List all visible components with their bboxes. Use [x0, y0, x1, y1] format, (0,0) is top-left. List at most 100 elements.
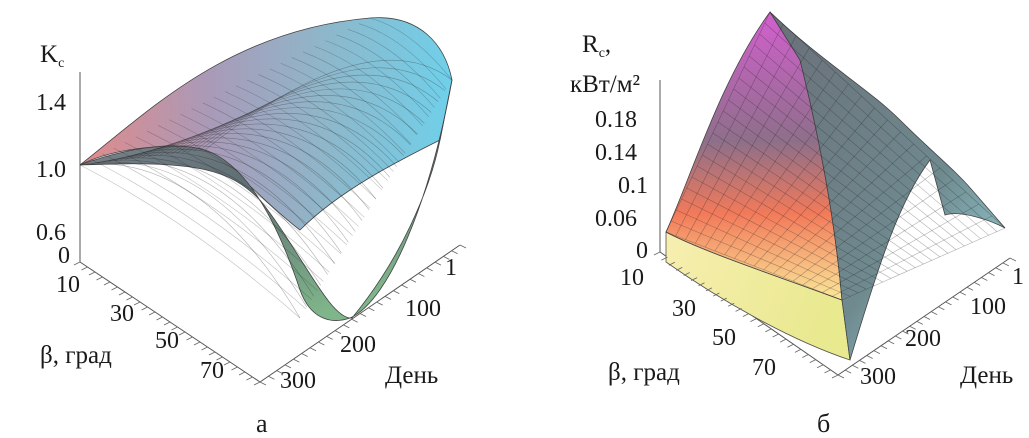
panel-a-x-tick-mark	[96, 276, 103, 281]
panel-a-z-ticks: 0 0.6 1.0 1.4	[36, 90, 70, 269]
panel-a-mesh-line	[169, 119, 347, 245]
panel-a-mesh-line	[79, 163, 301, 319]
panel-b-x-tick-mark	[779, 338, 787, 343]
panel-a-x-tick: 10	[56, 272, 80, 298]
panel-a-mesh-line	[91, 159, 307, 310]
panel-b-z-label: Rc,	[582, 31, 611, 61]
panel-a-mesh-line	[224, 91, 377, 200]
panel-a-mesh-line	[91, 159, 315, 297]
panel-a: 0 0.6 1.0 1.4 Kc 10 30 50 70 β, град 1 1…	[36, 17, 461, 438]
panel-b-x-tick: 10	[620, 265, 644, 291]
panel-b-mesh-line	[712, 132, 916, 268]
panel-b-mesh-line	[753, 119, 888, 267]
panel-a-y-label: День	[385, 362, 438, 389]
panel-b-y-tick-mark	[895, 335, 902, 340]
panel-b-x-tick-mark	[720, 297, 727, 302]
panel-b-x-tick: 30	[672, 296, 696, 322]
panel-b-mesh-line	[685, 35, 797, 240]
panel-b-surface-right	[769, 11, 1006, 361]
panel-b-mesh-line	[723, 110, 932, 261]
panel-a-x-tick-mark	[88, 271, 96, 276]
panel-a-x-label: β, град	[40, 342, 112, 369]
panel-a-mesh-line	[108, 151, 335, 265]
panel-a-y-tick: 1	[445, 255, 457, 281]
panel-a-x-tick-mark	[133, 301, 141, 306]
panel-a-y-tick-mark	[284, 364, 292, 369]
panel-b-y-tick-mark	[995, 267, 1002, 272]
panel-b-y-tick-mark	[859, 360, 866, 364]
panel-b-y-tick-mark	[945, 301, 952, 306]
panel-b-x-ticks: 10 30 50 70	[620, 265, 776, 381]
panel-a-x-tick-mark	[156, 316, 163, 321]
panel-a-mesh-line	[85, 161, 308, 308]
panel-a-mesh-line	[213, 96, 371, 209]
panel-b-mesh-line	[763, 131, 901, 270]
panel-b-y-tick: 200	[905, 326, 941, 352]
panel-b-y-tick-mark	[909, 325, 916, 330]
panel-a-surface-mesh	[79, 17, 453, 319]
panel-b-mesh-line	[749, 55, 973, 243]
panel-a-y-tick-mark	[334, 330, 342, 334]
panel-b-mesh-line	[695, 47, 810, 244]
panel-a-mesh-line	[202, 102, 365, 218]
panel-b-x-tick-mark	[742, 313, 750, 317]
panel-a-mesh-line	[153, 118, 391, 178]
panel-b-mesh-line	[832, 215, 993, 297]
panel-b-x-tick-mark	[668, 261, 676, 266]
panel-a-y-tick-mark	[393, 290, 400, 295]
panel-b-y-tick-mark	[959, 291, 967, 296]
panel-b-mesh-line	[773, 143, 914, 274]
panel-a-y-tick-mark	[434, 261, 442, 266]
panel-b-y-tick: 100	[970, 294, 1006, 320]
panel-b-mesh-line	[734, 95, 862, 259]
panel-b-z-unit: кВт/м²	[570, 71, 640, 98]
panel-a-mesh-line	[96, 157, 321, 286]
panel-b-y-tick-mark	[844, 369, 852, 374]
panel-b-mesh-line	[792, 167, 940, 282]
panel-b: 0 0.06 0.1 0.14 0.18 Rc, кВт/м² 10 30 50…	[570, 11, 1024, 438]
panel-a-y-tick-mark	[376, 301, 383, 306]
panel-a-mesh-line	[258, 74, 394, 172]
panel-a-mesh-line	[146, 130, 336, 264]
panel-a-z-tick: 1.0	[36, 157, 66, 183]
panel-a-mesh-line	[236, 85, 383, 191]
panel-b-mesh-line	[764, 22, 998, 232]
panel-b-y-tick-mark	[880, 345, 888, 350]
panel-a-mesh-line	[187, 81, 432, 153]
panel-a-mesh-line	[193, 74, 439, 152]
panel-b-z-tick: 0	[636, 238, 648, 264]
panel-b-x-tick-mark	[816, 364, 824, 369]
panel-b-mesh-line	[738, 77, 957, 250]
panel-b-x-tick-mark	[787, 343, 794, 348]
panel-b-y-label: День	[960, 362, 1013, 389]
panel-a-x-tick-mark	[253, 381, 261, 386]
panel-a-z-tick: 0	[58, 243, 70, 269]
panel-b-x-tick-mark	[690, 277, 698, 281]
panel-b-y-tick-mark	[902, 330, 909, 335]
panel-b-y-tick-mark	[852, 364, 859, 369]
panel-a-mesh-line	[157, 125, 342, 255]
panel-a-mesh-line	[159, 113, 397, 167]
panel-a-mesh-line	[180, 113, 353, 236]
panel-b-z-tick: 0.1	[618, 173, 648, 199]
panel-b-y-tick-mark	[981, 277, 988, 281]
panel-b-mesh-line	[728, 99, 940, 258]
panel-a-x-tick: 30	[110, 301, 134, 327]
panel-a-mesh-line	[325, 40, 429, 117]
panel-a-x-tick-mark	[216, 356, 223, 361]
panel-a-y-tick-mark	[326, 335, 333, 340]
panel-b-x-tick-mark	[824, 369, 831, 374]
panel-b-mesh-line	[704, 59, 823, 248]
panel-a-x-tick-mark	[223, 361, 231, 366]
panel-a-mesh-line	[280, 62, 406, 154]
panel-b-y-tick-mark	[923, 316, 931, 320]
panel-a-y-tick-mark	[384, 296, 392, 300]
panel-a-x-tick-mark	[193, 341, 201, 346]
panel-b-y-tick-mark	[938, 306, 945, 311]
panel-b-caption: б	[817, 409, 830, 438]
panel-a-mesh-line	[131, 137, 363, 221]
panel-b-y-tick-mark	[1009, 257, 1017, 262]
panel-a-y-tick-mark	[443, 256, 450, 260]
panel-b-y-tick-mark	[873, 350, 881, 354]
panel-b-mesh-line	[754, 44, 981, 240]
